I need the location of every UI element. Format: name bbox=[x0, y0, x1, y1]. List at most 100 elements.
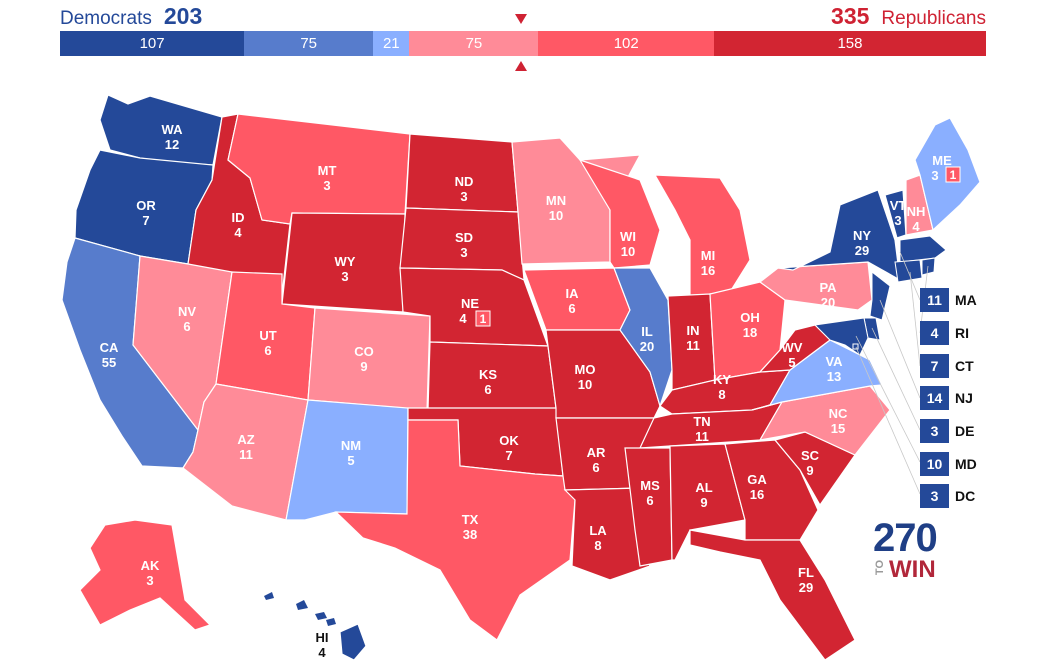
state-label-ev: 3 bbox=[341, 269, 348, 284]
state-va[interactable] bbox=[751, 339, 883, 411]
state-label-ev: 4 bbox=[459, 311, 467, 326]
small-state-dc[interactable]: 3 DC bbox=[920, 484, 975, 508]
state-hi-island[interactable] bbox=[296, 600, 308, 610]
small-state-ev-box: 11 bbox=[920, 288, 949, 312]
state-label-abbr: ID bbox=[232, 210, 245, 225]
state-label-abbr: MT bbox=[318, 163, 337, 178]
state-label-ev: 11 bbox=[686, 338, 700, 353]
state-label-ev: 55 bbox=[102, 355, 116, 370]
state-label-ev: 7 bbox=[142, 213, 149, 228]
state-label-abbr: WV bbox=[782, 340, 803, 355]
state-label-ev: 16 bbox=[750, 487, 764, 502]
state-label-ev: 29 bbox=[799, 580, 813, 595]
small-state-connector bbox=[855, 335, 921, 463]
state-label-ev: 16 bbox=[701, 263, 715, 278]
state-label-abbr: VT bbox=[890, 198, 907, 213]
state-hi-island[interactable] bbox=[264, 592, 274, 600]
state-label-ev: 6 bbox=[183, 319, 190, 334]
district-box-me[interactable] bbox=[945, 166, 961, 183]
state-label-ev: 29 bbox=[855, 243, 869, 258]
state-label-abbr: AZ bbox=[237, 432, 254, 447]
state-label-abbr: ME bbox=[932, 153, 952, 168]
bar-segment-likely-rep: 102 bbox=[538, 31, 714, 56]
small-state-abbr: NJ bbox=[955, 390, 973, 406]
state-label-ev: 3 bbox=[323, 178, 330, 193]
state-hi-island[interactable] bbox=[315, 612, 327, 620]
state-label-abbr: NE bbox=[461, 296, 479, 311]
small-state-ev-box: 3 bbox=[920, 419, 949, 443]
logo-to: TO bbox=[874, 560, 886, 576]
state-label-abbr: FL bbox=[798, 565, 814, 580]
small-state-ct[interactable]: 7 CT bbox=[920, 354, 974, 378]
state-label-abbr: ND bbox=[455, 174, 474, 189]
state-label-ev: 20 bbox=[640, 339, 654, 354]
bar-segment-safe-rep: 158 bbox=[714, 31, 986, 56]
state-label-abbr: PA bbox=[819, 280, 837, 295]
small-state-connector bbox=[871, 327, 921, 431]
state-label-ev: 5 bbox=[347, 453, 354, 468]
state-label-ev: 10 bbox=[578, 377, 592, 392]
state-rhode-island[interactable] bbox=[921, 257, 936, 276]
logo-win: WIN bbox=[889, 556, 936, 583]
small-state-ev-box: 7 bbox=[920, 354, 949, 378]
state-label-abbr: CO bbox=[354, 344, 374, 359]
small-state-ri[interactable]: 4 RI bbox=[920, 321, 969, 345]
state-label-ev: 3 bbox=[460, 189, 467, 204]
state-label-ev: 20 bbox=[821, 295, 835, 310]
small-state-ev-box: 14 bbox=[920, 386, 949, 410]
state-label-abbr: WA bbox=[162, 122, 184, 137]
state-label-ev: 13 bbox=[827, 369, 841, 384]
state-label-abbr: KY bbox=[713, 372, 731, 387]
small-state-md[interactable]: 10 MD bbox=[920, 452, 977, 476]
state-ak[interactable] bbox=[79, 519, 212, 631]
state-label-abbr: IN bbox=[687, 323, 700, 338]
small-state-connector bbox=[899, 251, 921, 301]
state-label-ev: 4 bbox=[912, 219, 920, 234]
district-box-ne[interactable] bbox=[475, 310, 491, 327]
state-label-abbr: NC bbox=[829, 406, 848, 421]
state-hi-island[interactable] bbox=[326, 618, 336, 626]
state-label-ev: 4 bbox=[318, 645, 326, 660]
small-state-abbr: CT bbox=[955, 358, 974, 374]
state-massachusetts[interactable] bbox=[899, 235, 947, 263]
state-label-ev: 9 bbox=[360, 359, 367, 374]
state-label-ev: 11 bbox=[239, 447, 253, 462]
state-label-abbr: NM bbox=[341, 438, 361, 453]
state-label-abbr: MO bbox=[575, 362, 596, 377]
state-co[interactable] bbox=[307, 307, 431, 411]
state-ny[interactable] bbox=[777, 189, 901, 282]
state-label-abbr: TN bbox=[693, 414, 710, 429]
state-label-ev: 10 bbox=[621, 244, 635, 259]
small-state-connector bbox=[855, 346, 921, 495]
district-box-ev: 1 bbox=[950, 168, 957, 182]
small-state-ev-box: 3 bbox=[920, 484, 949, 508]
state-label-ev: 8 bbox=[718, 387, 725, 402]
electoral-vote-bar: 107 75 21 75 102 158 bbox=[60, 31, 986, 56]
state-label-abbr: TX bbox=[462, 512, 479, 527]
state-label-abbr: IA bbox=[566, 286, 580, 301]
rep-party-label: Republicans bbox=[881, 8, 986, 29]
state-label-ev: 3 bbox=[894, 213, 901, 228]
small-state-ma[interactable]: 11 MA bbox=[920, 288, 977, 312]
state-label-ev: 38 bbox=[463, 527, 477, 542]
state-label-ev: 3 bbox=[146, 573, 153, 588]
small-state-nj[interactable]: 14 NJ bbox=[920, 386, 973, 410]
small-state-ev-box: 4 bbox=[920, 321, 949, 345]
state-label-abbr: AR bbox=[587, 445, 606, 460]
state-new-jersey[interactable] bbox=[869, 270, 891, 321]
state-dc[interactable] bbox=[852, 343, 859, 350]
small-state-de[interactable]: 3 DE bbox=[920, 419, 974, 443]
state-label-ev: 3 bbox=[931, 168, 938, 183]
state-fl[interactable] bbox=[689, 529, 856, 661]
state-hi[interactable] bbox=[339, 623, 367, 661]
state-ms[interactable] bbox=[624, 447, 673, 567]
dem-party-label: Democrats bbox=[60, 8, 152, 29]
state-label-ev: 6 bbox=[484, 382, 491, 397]
rep-total: 335 bbox=[831, 3, 870, 29]
small-state-ev-box: 10 bbox=[920, 452, 949, 476]
state-label-abbr: HI bbox=[316, 630, 329, 645]
state-wi[interactable] bbox=[578, 158, 661, 269]
state-tx[interactable] bbox=[334, 419, 576, 641]
state-label-ev: 6 bbox=[264, 343, 271, 358]
state-connecticut[interactable] bbox=[894, 259, 923, 283]
